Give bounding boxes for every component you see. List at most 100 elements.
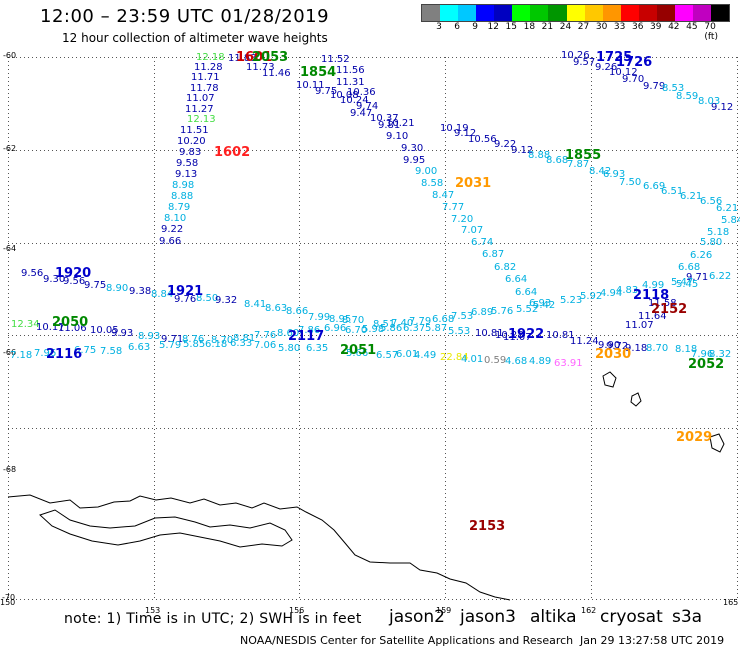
- wave-height-value: 9.22: [161, 224, 183, 235]
- grid-dot: [456, 428, 457, 429]
- grid-dot: [154, 341, 155, 342]
- grid-dot: [8, 145, 9, 146]
- grid-dot: [612, 428, 613, 429]
- grid-dot: [8, 229, 9, 230]
- grid-dot: [32, 428, 33, 429]
- grid-dot: [604, 428, 605, 429]
- grid-dot: [28, 57, 29, 58]
- grid-dot: [8, 473, 9, 474]
- grid-dot: [445, 225, 446, 226]
- grid-dot: [8, 241, 9, 242]
- grid-dot: [591, 557, 592, 558]
- grid-dot: [737, 77, 738, 78]
- grid-dot: [284, 150, 285, 151]
- grid-dot: [276, 599, 277, 600]
- grid-dot: [591, 333, 592, 334]
- grid-dot: [154, 469, 155, 470]
- grid-dot: [299, 425, 300, 426]
- grid-dot: [280, 428, 281, 429]
- grid-dot: [299, 589, 300, 590]
- grid-dot: [268, 599, 269, 600]
- grid-dot: [588, 150, 589, 151]
- wave-height-value: 11.27: [185, 104, 214, 115]
- grid-dot: [299, 101, 300, 102]
- grid-dot: [440, 599, 441, 600]
- grid-dot: [640, 243, 641, 244]
- grid-dot: [176, 57, 177, 58]
- grid-dot: [64, 57, 65, 58]
- grid-dot: [656, 150, 657, 151]
- grid-dot: [154, 481, 155, 482]
- grid-dot: [264, 335, 265, 336]
- grid-dot: [154, 537, 155, 538]
- grid-dot: [8, 417, 9, 418]
- grid-dot: [737, 289, 738, 290]
- grid-dot: [516, 599, 517, 600]
- grid-dot: [620, 599, 621, 600]
- grid-dot: [299, 389, 300, 390]
- grid-dot: [591, 181, 592, 182]
- grid-dot: [445, 301, 446, 302]
- grid-dot: [299, 545, 300, 546]
- wave-height-value: 11.64: [638, 311, 667, 322]
- wave-height-value: 63.91: [554, 358, 583, 369]
- wave-height-value: 7.58: [100, 346, 122, 357]
- grid-dot: [154, 353, 155, 354]
- grid-dot: [52, 428, 53, 429]
- grid-dot: [300, 428, 301, 429]
- grid-dot: [8, 297, 9, 298]
- grid-dot: [104, 57, 105, 58]
- grid-dot: [388, 335, 389, 336]
- grid-dot: [60, 57, 61, 58]
- grid-dot: [591, 241, 592, 242]
- grid-dot: [668, 335, 669, 336]
- grid-dot: [154, 573, 155, 574]
- grid-dot: [8, 345, 9, 346]
- grid-dot: [299, 133, 300, 134]
- grid-dot: [299, 529, 300, 530]
- grid-dot: [348, 57, 349, 58]
- grid-dot: [208, 428, 209, 429]
- grid-dot: [299, 441, 300, 442]
- grid-dot: [737, 401, 738, 402]
- grid-dot: [192, 150, 193, 151]
- grid-dot: [664, 150, 665, 151]
- wave-height-value: 8.32: [709, 349, 731, 360]
- grid-dot: [460, 150, 461, 151]
- grid-dot: [154, 449, 155, 450]
- grid-dot: [552, 428, 553, 429]
- grid-dot: [732, 599, 733, 600]
- grid-dot: [364, 428, 365, 429]
- grid-dot: [445, 149, 446, 150]
- grid-dot: [8, 121, 9, 122]
- grid-dot: [416, 150, 417, 151]
- grid-dot: [280, 150, 281, 151]
- grid-dot: [312, 243, 313, 244]
- color-scale-swatch: [620, 5, 639, 21]
- grid-dot: [737, 325, 738, 326]
- grid-dot: [591, 397, 592, 398]
- grid-dot: [591, 521, 592, 522]
- grid-dot: [144, 599, 145, 600]
- wave-height-value: 10.56: [468, 134, 497, 145]
- grid-dot: [592, 599, 593, 600]
- grid-dot: [76, 243, 77, 244]
- wave-height-value: 8.60: [277, 328, 299, 339]
- color-scale-swatch: [548, 5, 567, 21]
- grid-dot: [8, 293, 9, 294]
- grid-dot: [212, 599, 213, 600]
- wave-height-value: 8.18: [675, 344, 697, 355]
- grid-dot: [737, 365, 738, 366]
- grid-dot: [252, 428, 253, 429]
- grid-dot: [154, 569, 155, 570]
- grid-dot: [708, 150, 709, 151]
- grid-dot: [154, 309, 155, 310]
- grid-dot: [504, 243, 505, 244]
- grid-dot: [591, 413, 592, 414]
- grid-dot: [368, 57, 369, 58]
- grid-dot: [208, 243, 209, 244]
- wave-height-value: 11.24: [570, 336, 599, 347]
- grid-dot: [591, 401, 592, 402]
- grid-dot: [445, 401, 446, 402]
